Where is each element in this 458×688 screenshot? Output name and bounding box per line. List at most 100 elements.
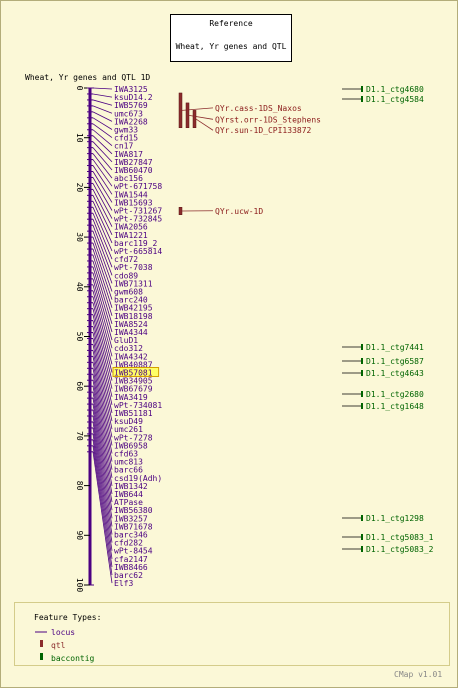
locus-label[interactable]: IWB57081 — [114, 369, 153, 378]
qtl-bar[interactable] — [185, 102, 190, 129]
locus-label[interactable]: cfd72 — [114, 255, 138, 264]
locus-label[interactable]: barc346 — [114, 531, 148, 540]
contig-label[interactable]: D1.1_ctg1648 — [366, 402, 424, 411]
locus-connector — [92, 314, 113, 397]
legend-qtl-label: qtl — [51, 641, 66, 650]
qtl-bar[interactable] — [178, 207, 183, 215]
locus-connector — [92, 338, 113, 430]
locus-connector — [92, 123, 113, 138]
locus-label[interactable]: cfd15 — [114, 134, 138, 143]
locus-label[interactable]: wPt-734081 — [114, 401, 162, 410]
locus-label[interactable]: IWB6958 — [114, 441, 148, 450]
locus-label[interactable]: cfd282 — [114, 539, 143, 548]
locus-label[interactable]: barc62 — [114, 571, 143, 580]
contig-label[interactable]: D1.1_ctg1298 — [366, 514, 424, 523]
locus-label[interactable]: IWB27847 — [114, 158, 153, 167]
contig-label[interactable]: D1.1_ctg6587 — [366, 357, 424, 366]
locus-label[interactable]: umc261 — [114, 425, 143, 434]
locus-label[interactable]: IWB60470 — [114, 166, 153, 175]
locus-label[interactable]: IWB8466 — [114, 563, 148, 572]
locus-label[interactable]: IWA817 — [114, 150, 143, 159]
locus-label[interactable]: IWB34905 — [114, 377, 153, 386]
locus-connector — [92, 225, 113, 276]
locus-label[interactable]: wPt-8454 — [114, 547, 153, 556]
locus-label[interactable]: IWB56380 — [114, 506, 153, 515]
locus-connector — [92, 87, 113, 90]
locus-label[interactable]: IWB5769 — [114, 101, 148, 110]
locus-label[interactable]: IWA3125 — [114, 85, 148, 94]
locus-connector — [92, 260, 113, 325]
locus-label[interactable]: wPt-665814 — [114, 247, 162, 256]
locus-connector — [92, 177, 113, 211]
qtl-label[interactable]: QYr.ucw-1D — [215, 207, 263, 216]
locus-label[interactable]: IWA2056 — [114, 223, 148, 232]
locus-label[interactable]: ATPase — [114, 498, 143, 507]
contig-label[interactable]: D1.1_ctg2680 — [366, 390, 424, 399]
locus-label[interactable]: gwm608 — [114, 288, 143, 297]
locus-label[interactable]: umc673 — [114, 109, 143, 118]
qtl-bar[interactable] — [178, 92, 183, 129]
locus-connector — [92, 404, 113, 519]
qtl-connector — [195, 118, 214, 131]
locus-connector — [92, 445, 113, 576]
locus-label[interactable]: IWB15693 — [114, 198, 153, 207]
locus-label[interactable]: barc66 — [114, 466, 143, 475]
locus-connector — [92, 111, 113, 122]
contig-label[interactable]: D1.1_ctg7441 — [366, 343, 424, 352]
contig-label[interactable]: D1.1_ctg4643 — [366, 369, 424, 378]
locus-label[interactable]: cdo312 — [114, 344, 143, 353]
locus-label[interactable]: IWA1544 — [114, 190, 148, 199]
locus-label[interactable]: IWB40887 — [114, 360, 153, 369]
qtl-bar[interactable] — [192, 110, 197, 129]
locus-label[interactable]: IWA8524 — [114, 320, 148, 329]
locus-label[interactable]: IWB71311 — [114, 279, 153, 288]
locus-label[interactable]: IWB644 — [114, 490, 143, 499]
locus-label[interactable]: cn17 — [114, 142, 133, 151]
locus-label[interactable]: gwm33 — [114, 126, 138, 135]
map-title[interactable]: Wheat, Yr genes and QTL 1D — [25, 73, 151, 82]
qtl-label[interactable]: QYrst.orr-1DS_Stephens — [215, 115, 321, 124]
locus-label[interactable]: barc240 — [114, 296, 148, 305]
locus-label[interactable]: umc813 — [114, 458, 143, 467]
locus-connector — [92, 195, 113, 235]
qtl-label[interactable]: QYr.sun-1D_CPI133872 — [215, 126, 312, 135]
locus-label[interactable]: IWB42195 — [114, 304, 153, 313]
locus-label[interactable]: wPt-7038 — [114, 263, 153, 272]
contig-label[interactable]: D1.1_ctg5083_2 — [366, 545, 434, 554]
locus-label[interactable]: wPt-7278 — [114, 433, 153, 442]
reference-map-set[interactable]: Wheat, Yr genes and QTL — [175, 42, 287, 51]
locus-label[interactable]: cfa2147 — [114, 555, 148, 564]
locus-label[interactable]: IWB67679 — [114, 385, 153, 394]
reference-box[interactable]: Reference Wheat, Yr genes and QTL — [170, 14, 292, 62]
locus-label[interactable]: wPt-671758 — [114, 182, 162, 191]
locus-label[interactable]: IWB3257 — [114, 514, 148, 523]
locus-label[interactable]: cdo89 — [114, 271, 138, 280]
contig-label[interactable]: D1.1_ctg5083_1 — [366, 533, 434, 542]
locus-label[interactable]: IWB1342 — [114, 482, 148, 491]
legend-locus-label: locus — [51, 628, 76, 637]
locus-connector — [92, 392, 113, 503]
locus-label[interactable]: IWA2268 — [114, 117, 148, 126]
locus-label[interactable]: wPt-732845 — [114, 215, 162, 224]
locus-label[interactable]: IWB18198 — [114, 312, 153, 321]
locus-connector — [92, 129, 113, 147]
qtl-label[interactable]: QYr.cass-1DS_Naxos — [215, 104, 302, 113]
locus-label[interactable]: Elf3 — [114, 579, 133, 588]
locus-label[interactable]: cfd63 — [114, 450, 138, 459]
contig-label[interactable]: D1.1_ctg4680 — [366, 85, 424, 94]
locus-label[interactable]: GluD1 — [114, 336, 138, 345]
locus-label[interactable]: ksuD14.2 — [114, 93, 153, 102]
locus-label[interactable]: wPt-731267 — [114, 207, 162, 216]
axis-tick-label: 0 — [75, 86, 84, 91]
locus-label[interactable]: IWA3419 — [114, 393, 148, 402]
locus-label[interactable]: IWB71678 — [114, 522, 153, 531]
locus-label[interactable]: csd19(Adh) — [114, 474, 162, 483]
locus-label[interactable]: IWB51181 — [114, 409, 153, 418]
locus-label[interactable]: abc156 — [114, 174, 143, 183]
contig-label[interactable]: D1.1_ctg4584 — [366, 95, 424, 104]
locus-label[interactable]: IWA1221 — [114, 231, 148, 240]
locus-label[interactable]: IWA4344 — [114, 328, 148, 337]
locus-label[interactable]: ksuD49 — [114, 417, 143, 426]
locus-label[interactable]: barc119_2 — [114, 239, 158, 248]
locus-label[interactable]: IWA4342 — [114, 352, 148, 361]
